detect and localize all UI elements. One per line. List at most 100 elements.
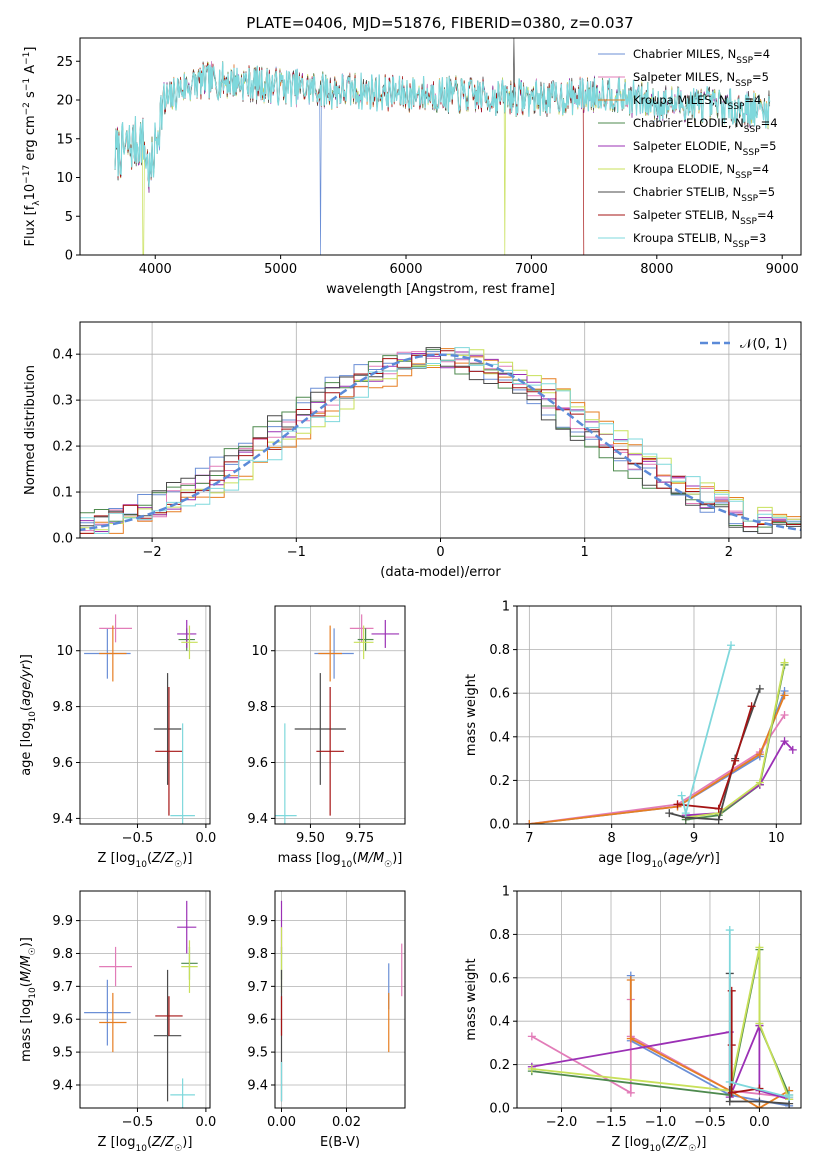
label-part: )] bbox=[392, 851, 402, 866]
label-part: age/yr bbox=[19, 663, 34, 706]
y-tick-label: 0.3 bbox=[52, 394, 73, 409]
y-tick-label: 9.6 bbox=[247, 756, 268, 771]
axes-frame bbox=[79, 605, 211, 825]
label-part: Chabrier MILES, N bbox=[633, 47, 736, 61]
y-tick-label: 0.4 bbox=[52, 348, 73, 363]
label-part: −17 bbox=[22, 165, 32, 184]
weight-marker-kroupa-stelib bbox=[727, 641, 736, 650]
label-part: =5 bbox=[760, 139, 777, 153]
label-part: −2 bbox=[22, 102, 32, 115]
y-axis-label: Flux [fλ10−17 erg cm−2 s−1 A−1] bbox=[22, 47, 42, 247]
x-axis-label: age [log10(age/yr)] bbox=[598, 851, 720, 870]
y-tick-label: 9.5 bbox=[247, 1046, 268, 1061]
label-part: age [log bbox=[19, 723, 34, 776]
weight-line-kroupa-elodie bbox=[685, 662, 786, 819]
label-part: Z/Z bbox=[151, 851, 175, 866]
weight-marker-kroupa-miles bbox=[525, 820, 534, 824]
weight-marker-salpeter-miles bbox=[626, 1088, 635, 1097]
x-tick-label: 8000 bbox=[640, 262, 673, 277]
y-tick-label: 9.6 bbox=[52, 756, 73, 771]
x-tick-label: 0 bbox=[436, 545, 444, 560]
label-part: Z/Z bbox=[151, 1135, 175, 1150]
y-tick-label: 15 bbox=[56, 132, 73, 147]
x-tick-label: 1 bbox=[581, 545, 589, 560]
label-part: ☉ bbox=[384, 860, 392, 870]
label-part: ( bbox=[147, 851, 152, 866]
weight-marker-salpeter-stelib bbox=[747, 702, 756, 711]
y-tick-label: 10 bbox=[56, 171, 73, 186]
label-part: Flux [f bbox=[23, 205, 38, 246]
panel-mass-vs-Z: −0.5 0.09.49.59.69.79.89.9Z [log10(Z/Z☉)]… bbox=[19, 890, 216, 1154]
label-part: ( bbox=[661, 1135, 666, 1150]
label-part: mass weight bbox=[464, 674, 479, 756]
legend-label: Salpeter ELODIE, NSSP=5 bbox=[633, 139, 776, 158]
y-tick-label: 9.8 bbox=[247, 947, 268, 962]
y-tick-label: 0.2 bbox=[52, 440, 73, 455]
x-tick-label: 0.0 bbox=[749, 1115, 770, 1130]
weight-marker-kroupa-elodie bbox=[755, 1019, 764, 1028]
x-tick-label: 2 bbox=[725, 545, 733, 560]
x-tick-label: 9 bbox=[690, 831, 698, 846]
x-tick-label: −2 bbox=[143, 545, 162, 560]
y-tick-label: 10 bbox=[251, 644, 268, 659]
weight-line-chabrier-miles bbox=[529, 690, 786, 824]
label-part: =4 bbox=[753, 47, 770, 61]
label-part: Salpeter MILES, N bbox=[633, 70, 735, 84]
x-axis-label: Z [log10(Z/Z☉)] bbox=[98, 1135, 193, 1154]
x-axis-label: mass [log10(M/M☉)] bbox=[278, 851, 403, 870]
label-part: )] bbox=[19, 937, 34, 947]
weight-marker-kroupa-stelib bbox=[677, 791, 686, 800]
y-tick-label: 9.8 bbox=[52, 947, 73, 962]
label-part: 10 bbox=[341, 860, 353, 870]
y-tick-label: 9.7 bbox=[52, 980, 73, 995]
x-axis-label: Z [log10(Z/Z☉)] bbox=[98, 851, 193, 870]
x-tick-label: −0.5 bbox=[122, 1115, 154, 1130]
y-tick-label: 0.0 bbox=[489, 1102, 510, 1117]
label-part: E(B-V) bbox=[320, 1135, 360, 1150]
label-part: 10 bbox=[135, 860, 147, 870]
label-part: ☉ bbox=[28, 947, 38, 955]
y-tick-label: 0.6 bbox=[489, 971, 510, 986]
label-part: SSP bbox=[735, 79, 752, 89]
gaussian-curve bbox=[80, 353, 801, 532]
label-part: 10 bbox=[28, 711, 38, 723]
x-tick-label: 0.0 bbox=[196, 831, 217, 846]
label-part: Kroupa MILES, N bbox=[633, 93, 728, 107]
label-part: Z [log bbox=[98, 1135, 136, 1150]
label-part: erg cm bbox=[23, 115, 38, 164]
label-part: )] bbox=[696, 1135, 706, 1150]
label-part: Salpeter STELIB, N bbox=[633, 208, 740, 222]
y-tick-label: 9.7 bbox=[247, 980, 268, 995]
label-part: ( bbox=[663, 851, 668, 866]
weight-marker-kroupa-elodie bbox=[527, 1064, 536, 1073]
weight-marker-kroupa-stelib bbox=[725, 926, 734, 935]
panel-mass-vs-EBV: 0.00 0.02 9.4 9.5 9.6 9.7 9.8 9.9 E(B-V) bbox=[247, 890, 406, 1150]
figure-title: PLATE=0406, MJD=51876, FIBERID=0380, z=0… bbox=[246, 14, 633, 32]
label-part: λ bbox=[32, 200, 42, 206]
label-part: 10 bbox=[649, 1144, 661, 1154]
weight-marker-salpeter-stelib bbox=[731, 756, 740, 765]
label-part: 10 bbox=[23, 184, 38, 201]
y-tick-label: 9.6 bbox=[52, 1013, 73, 1028]
legend-label: Salpeter STELIB, NSSP=4 bbox=[633, 208, 774, 227]
plot-area bbox=[517, 891, 801, 1108]
label-part: SSP bbox=[736, 56, 753, 66]
weight-marker-chabrier-stelib bbox=[725, 1097, 734, 1106]
label-part: Kroupa ELODIE, N bbox=[633, 162, 735, 176]
label-part: ( bbox=[19, 706, 34, 711]
weight-line-salpeter-stelib bbox=[677, 706, 753, 810]
plot-area bbox=[80, 322, 801, 538]
y-tick-label: 9.9 bbox=[247, 914, 268, 929]
x-tick-label: 5000 bbox=[264, 262, 297, 277]
weight-marker-kroupa-miles bbox=[626, 1034, 635, 1043]
plot-area bbox=[114, 38, 771, 255]
weight-line-salpeter-elodie bbox=[531, 1025, 790, 1101]
label-part: SSP bbox=[743, 148, 760, 158]
label-part: mass [log bbox=[278, 851, 341, 866]
panel-spectrum: 4000 5000 6000 7000 8000 9000 0 5 10 15 20 25 wavele… bbox=[22, 37, 802, 297]
legend-label: Chabrier ELODIE, NSSP=4 bbox=[633, 116, 778, 135]
weight-marker-kroupa-elodie bbox=[755, 943, 764, 952]
x-tick-label: 9000 bbox=[766, 262, 799, 277]
x-tick-label: 0.00 bbox=[267, 1115, 296, 1130]
